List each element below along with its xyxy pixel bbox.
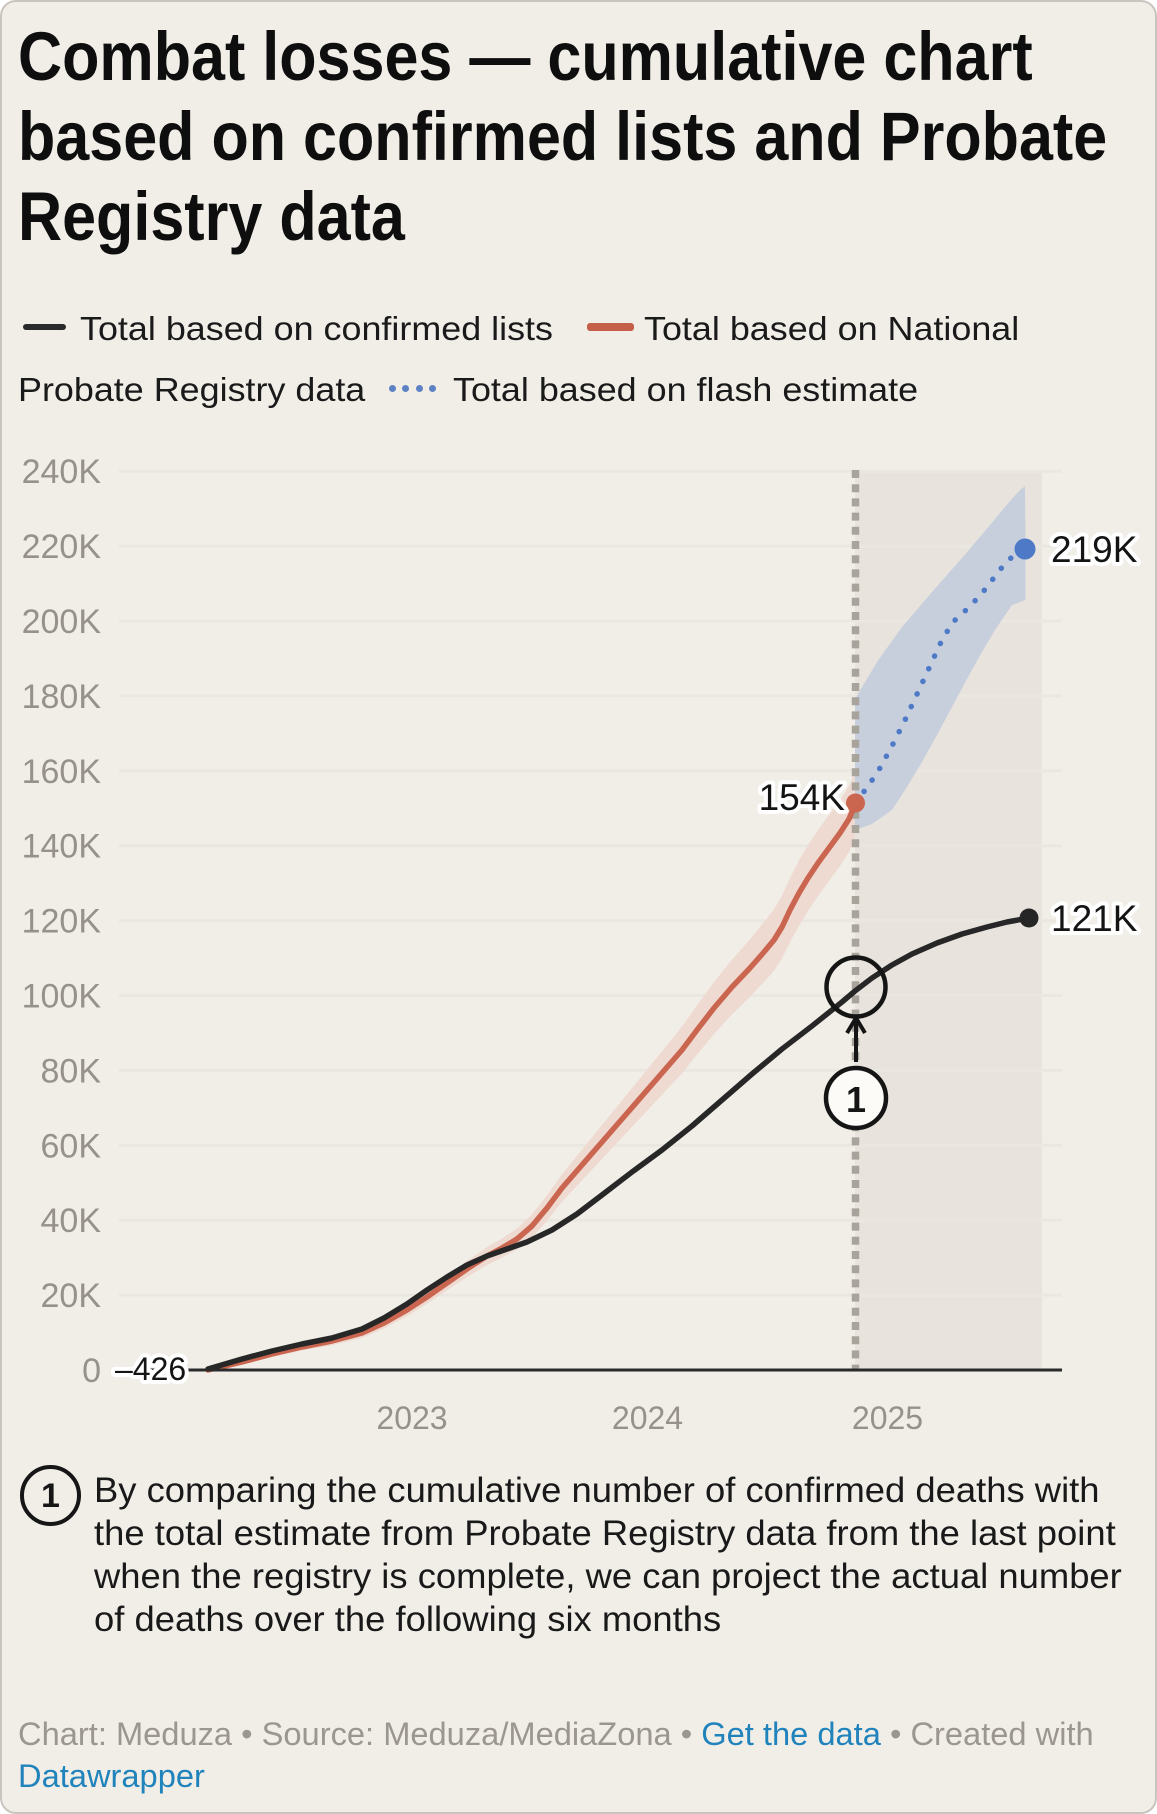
svg-text:0: 0 xyxy=(82,1352,101,1390)
svg-text:140K: 140K xyxy=(22,828,102,866)
svg-text:121K: 121K xyxy=(1051,898,1138,939)
svg-text:180K: 180K xyxy=(22,678,102,716)
svg-text:2024: 2024 xyxy=(612,1400,683,1436)
svg-text:160K: 160K xyxy=(22,753,102,791)
svg-text:20K: 20K xyxy=(41,1277,102,1315)
svg-text:200K: 200K xyxy=(22,603,102,641)
svg-text:–426: –426 xyxy=(115,1351,186,1387)
svg-text:120K: 120K xyxy=(22,903,102,941)
svg-text:2023: 2023 xyxy=(376,1400,447,1436)
svg-text:220K: 220K xyxy=(22,528,102,566)
svg-text:60K: 60K xyxy=(41,1127,102,1165)
svg-text:100K: 100K xyxy=(22,978,102,1016)
svg-text:2025: 2025 xyxy=(852,1400,923,1436)
svg-text:40K: 40K xyxy=(41,1202,102,1240)
svg-text:80K: 80K xyxy=(41,1052,102,1090)
svg-text:219K: 219K xyxy=(1051,529,1138,570)
svg-text:240K: 240K xyxy=(22,453,102,491)
svg-text:154K: 154K xyxy=(759,777,846,818)
